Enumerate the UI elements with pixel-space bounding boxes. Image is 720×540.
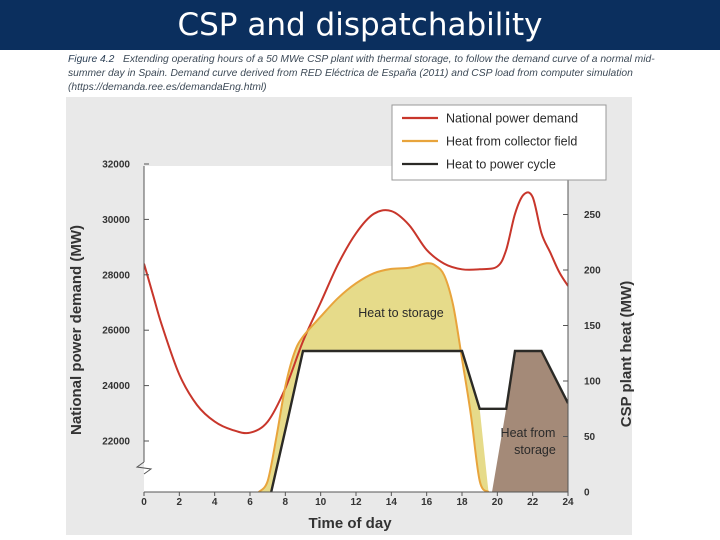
y-right-tick-label: 100 bbox=[584, 377, 601, 388]
x-tick-label: 4 bbox=[212, 497, 218, 508]
x-axis-title: Time of day bbox=[308, 515, 392, 532]
y-right-tick-label: 250 bbox=[584, 210, 601, 221]
y-right-tick-label: 200 bbox=[584, 266, 601, 277]
national-demand-line bbox=[144, 191, 568, 435]
x-tick-label: 24 bbox=[562, 497, 574, 508]
axis-break-mark bbox=[135, 461, 153, 475]
x-tick-label: 2 bbox=[177, 497, 183, 508]
x-tick-label: 0 bbox=[141, 497, 147, 508]
figure-caption-text: Extending operating hours of a 50 MWe CS… bbox=[68, 54, 655, 93]
title-bar bbox=[0, 0, 720, 50]
y-right-tick-label: 0 bbox=[584, 488, 590, 499]
heat-from-storage-area bbox=[492, 351, 568, 492]
annotation-heat-from: Heat from bbox=[501, 426, 556, 440]
x-tick-label: 14 bbox=[386, 497, 398, 508]
y-left-tick-label: 32000 bbox=[102, 160, 130, 171]
x-tick-label: 10 bbox=[315, 497, 327, 508]
collector-field-line bbox=[258, 262, 490, 492]
x-tick-label: 20 bbox=[492, 497, 504, 508]
figure-number: Figure 4.2 bbox=[68, 54, 115, 65]
y-left-tick-label: 24000 bbox=[102, 381, 130, 392]
y-right-axis-title: CSP plant heat (MW) bbox=[618, 281, 635, 427]
legend-label: Heat from collector field bbox=[446, 135, 577, 149]
x-tick-label: 8 bbox=[283, 497, 289, 508]
y-left-axis-title: National power demand (MW) bbox=[68, 225, 85, 435]
x-tick-label: 18 bbox=[456, 497, 468, 508]
slide-title: CSP and dispatchability bbox=[177, 7, 543, 43]
heat-to-storage-area bbox=[258, 263, 489, 492]
figure-caption: Figure 4.2 Extending operating hours of … bbox=[68, 53, 658, 95]
annotation-storage: storage bbox=[514, 443, 556, 457]
annotation-heat-to-storage: Heat to storage bbox=[358, 306, 444, 320]
y-right-tick-label: 50 bbox=[584, 432, 596, 443]
y-left-tick-label: 30000 bbox=[102, 215, 130, 226]
y-left-tick-label: 22000 bbox=[102, 437, 130, 448]
legend-label: National power demand bbox=[446, 112, 578, 126]
x-tick-label: 6 bbox=[247, 497, 253, 508]
y-left-tick-label: 28000 bbox=[102, 270, 130, 281]
y-right-tick-label: 150 bbox=[584, 321, 601, 332]
x-tick-label: 16 bbox=[421, 497, 433, 508]
y-left-tick-label: 26000 bbox=[102, 326, 130, 337]
legend-label: Heat to power cycle bbox=[446, 158, 556, 172]
power-cycle-line bbox=[270, 349, 568, 492]
x-tick-label: 12 bbox=[350, 497, 362, 508]
x-tick-label: 22 bbox=[527, 497, 539, 508]
